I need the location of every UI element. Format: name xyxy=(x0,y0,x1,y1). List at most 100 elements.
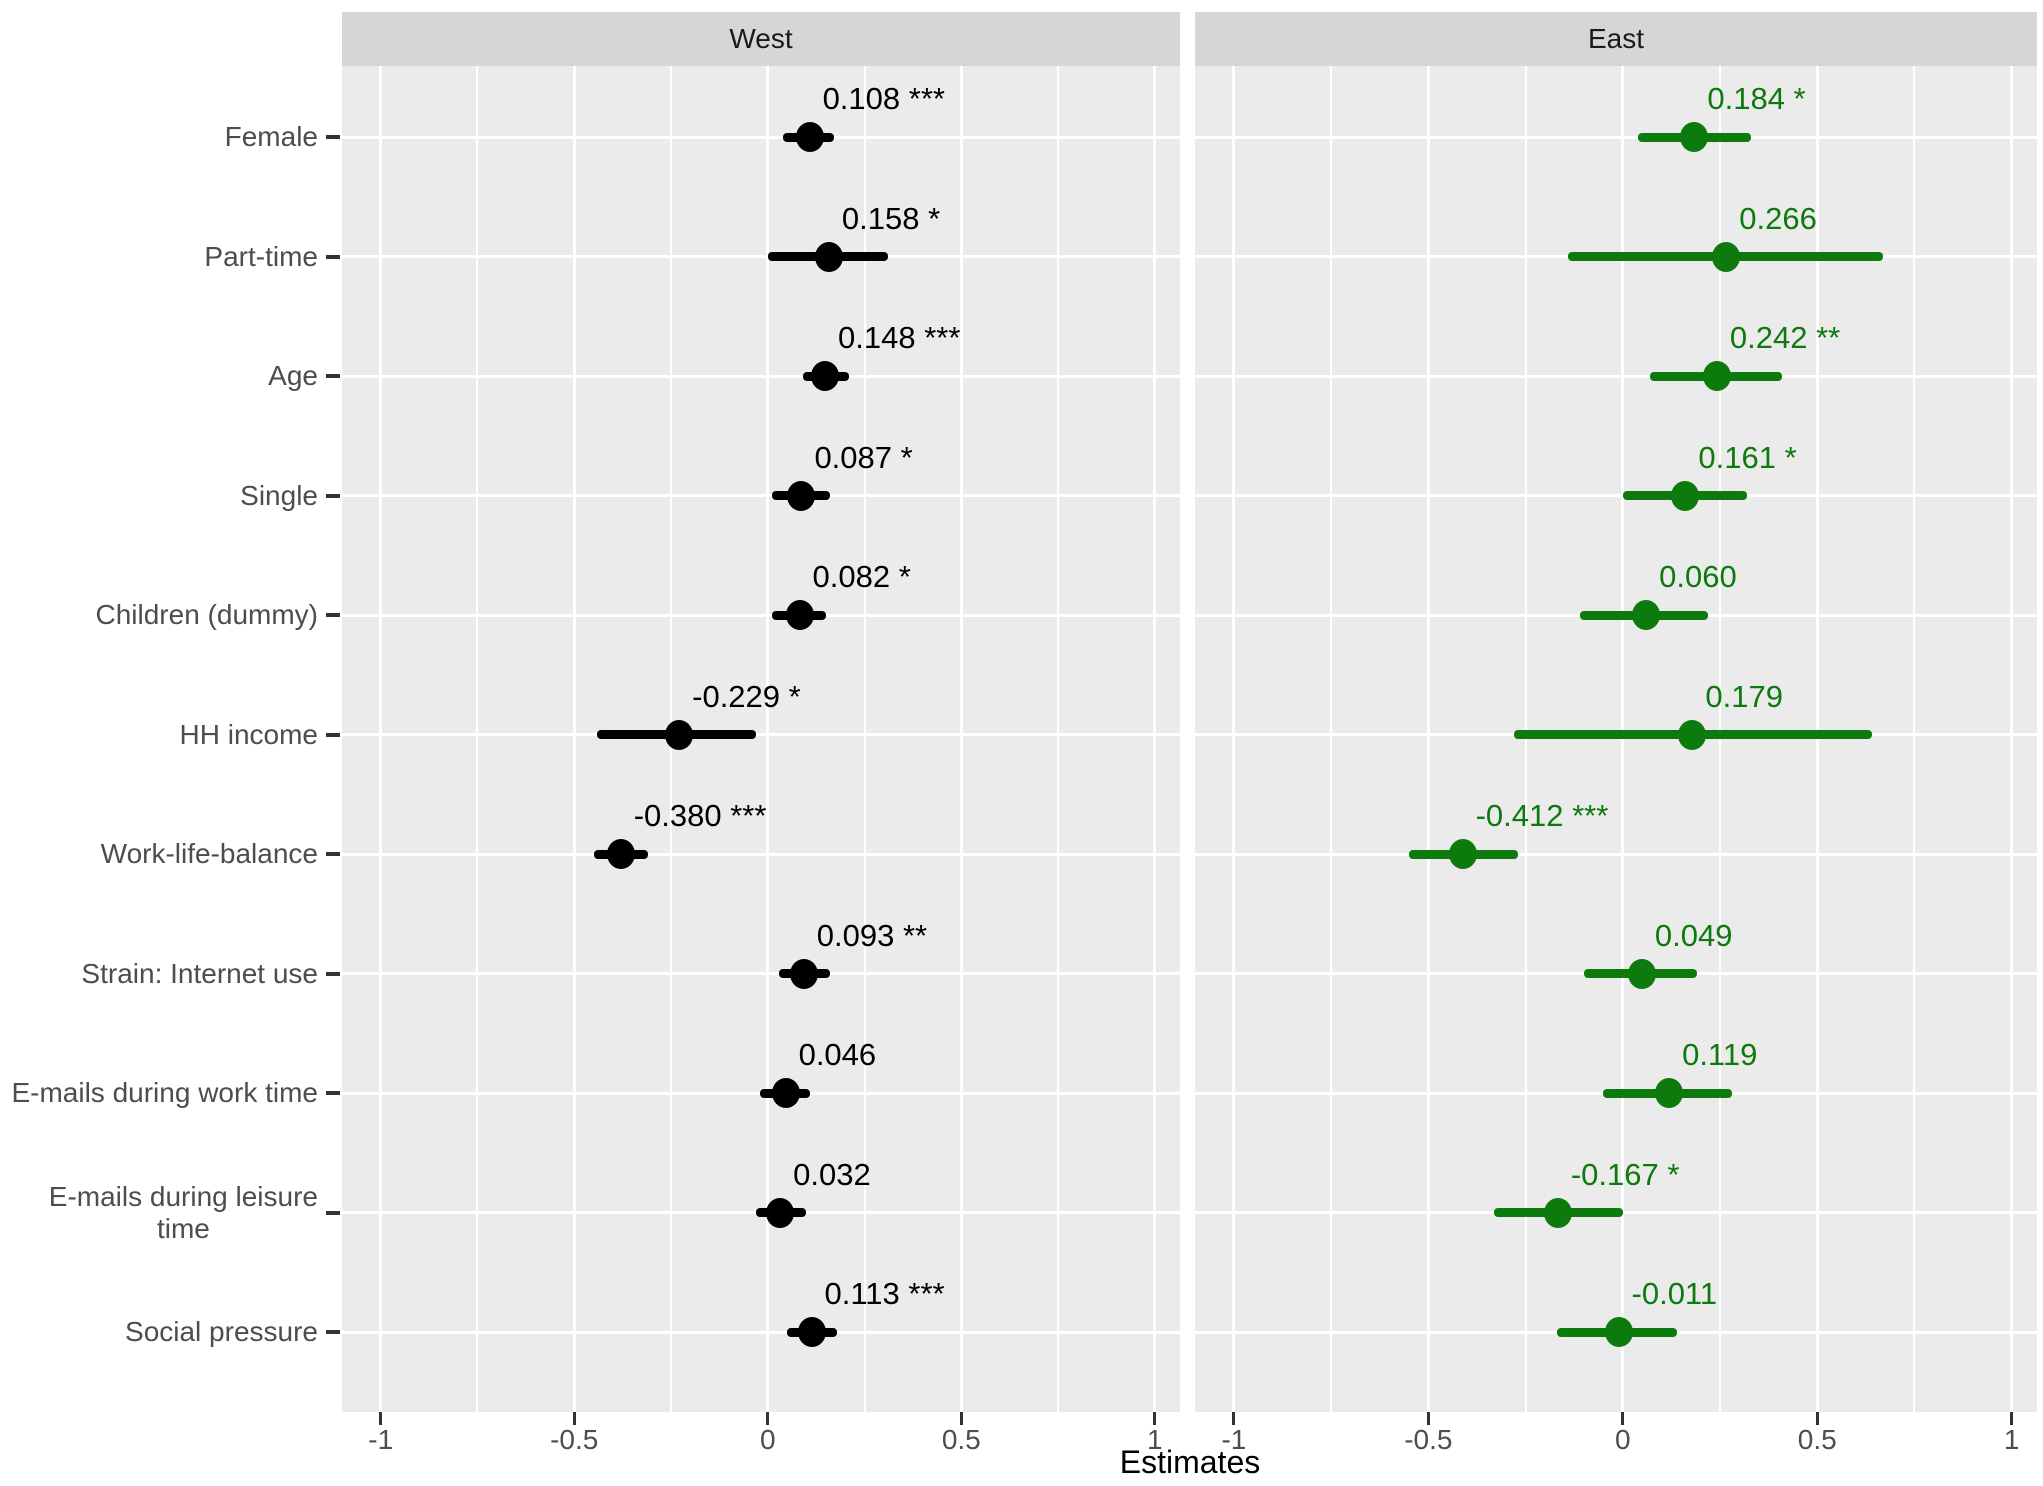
estimate-value-label: -0.380 *** xyxy=(633,798,767,833)
y-tick-mark xyxy=(326,613,340,617)
gridline-minor xyxy=(476,66,479,1412)
gridline-major xyxy=(1815,66,1819,1412)
estimate-point xyxy=(1448,839,1477,869)
estimate-point xyxy=(1604,1317,1633,1347)
gridline-major xyxy=(379,66,383,1412)
estimate-point xyxy=(1655,1078,1684,1108)
gridline-minor xyxy=(1057,66,1060,1412)
gridline-minor xyxy=(1913,66,1916,1412)
gridline-major xyxy=(572,66,576,1412)
category-label: Social pressure xyxy=(0,1316,318,1348)
x-tick-mark xyxy=(379,1412,383,1425)
category-label-text: Strain: Internet use xyxy=(81,957,318,989)
x-tick-mark xyxy=(1426,1412,1430,1425)
x-tick-mark xyxy=(959,1412,963,1425)
estimate-point xyxy=(787,480,816,511)
estimate-value-label: -0.229 * xyxy=(692,678,801,714)
y-tick-mark xyxy=(326,493,340,498)
estimate-point xyxy=(1702,361,1731,391)
estimate-value-label: 0.087 * xyxy=(814,439,913,475)
y-tick-mark xyxy=(326,1210,340,1215)
y-tick-mark xyxy=(326,374,340,378)
category-label-text: Children (dummy) xyxy=(95,599,319,630)
category-label: E-mails during work time xyxy=(0,1077,318,1109)
estimate-point xyxy=(665,719,694,750)
estimate-value-label: 0.082 * xyxy=(812,559,911,594)
category-label-text: E-mails during leisure time xyxy=(48,1180,318,1244)
gridline-category xyxy=(342,733,1180,736)
estimate-point xyxy=(606,839,635,869)
x-tick-mark xyxy=(1621,1412,1625,1425)
estimate-value-label: 0.093 ** xyxy=(816,917,928,953)
x-tick-mark xyxy=(1232,1412,1236,1425)
gridline-minor xyxy=(1524,66,1527,1412)
category-label: Female xyxy=(0,121,318,153)
gridline-major xyxy=(766,66,770,1412)
gridline-category xyxy=(1195,852,2037,856)
gridline-category xyxy=(1195,135,2037,139)
estimate-value-label: -0.011 xyxy=(1631,1276,1718,1311)
category-label-text: Age xyxy=(268,360,318,391)
category-label-text: E-mails during work time xyxy=(11,1077,318,1108)
gridline-category xyxy=(342,613,1180,617)
estimate-point xyxy=(785,600,814,630)
estimate-value-label: 0.266 xyxy=(1739,200,1817,236)
x-tick-label: 0 xyxy=(1615,1424,1631,1455)
x-tick-label: -1 xyxy=(368,1424,394,1455)
y-tick-mark xyxy=(326,135,340,139)
estimate-value-label: 0.119 xyxy=(1682,1037,1758,1072)
category-label-text: Part-time xyxy=(204,240,318,272)
estimate-value-label: 0.161 * xyxy=(1698,439,1797,475)
x-tick-label: 0.5 xyxy=(941,1424,981,1455)
facet-title-west: West xyxy=(729,23,793,54)
gridline-major xyxy=(959,66,963,1412)
category-label-text: Single xyxy=(240,479,318,511)
x-tick-label: 1 xyxy=(1147,1424,1163,1455)
y-tick-mark xyxy=(326,852,340,856)
facet-strip-east: East xyxy=(1195,12,2037,66)
facet-title-east: East xyxy=(1587,23,1645,54)
estimate-point xyxy=(1632,600,1661,630)
gridline-minor xyxy=(1330,66,1333,1412)
estimate-value-label: 0.184 * xyxy=(1707,81,1806,116)
estimate-point xyxy=(771,1078,800,1108)
estimate-point xyxy=(789,958,818,989)
estimate-point xyxy=(1678,719,1707,750)
gridline-category xyxy=(1195,494,2037,497)
category-label-text: Social pressure xyxy=(125,1316,318,1347)
estimate-value-label: 0.060 xyxy=(1659,559,1737,594)
x-tick-mark xyxy=(766,1412,770,1425)
estimate-value-label: 0.148 *** xyxy=(838,320,961,355)
estimate-point xyxy=(814,241,843,272)
x-tick-label: 0 xyxy=(759,1424,776,1455)
estimate-point xyxy=(1712,241,1741,272)
estimate-value-label: 0.046 xyxy=(798,1037,877,1072)
category-label: Strain: Internet use xyxy=(0,958,318,990)
category-label: HH income xyxy=(0,719,318,751)
x-tick-label: -0.5 xyxy=(1404,1424,1453,1455)
gridline-major xyxy=(1232,66,1236,1412)
panel-east: 0.184 * 0.266 0.242 ** 0.161 * 0.060 0.179 -0.… xyxy=(1195,66,2037,1412)
estimate-point xyxy=(766,1197,795,1228)
x-tick-mark xyxy=(2010,1412,2014,1425)
y-tick-mark xyxy=(326,1091,340,1095)
gridline-major xyxy=(2010,66,2014,1412)
gridline-category xyxy=(342,255,1180,258)
category-label: E-mails during leisure time xyxy=(0,1181,318,1245)
estimate-value-label: 0.179 xyxy=(1705,678,1783,714)
estimate-value-label: 0.113 *** xyxy=(824,1276,945,1311)
estimate-value-label: 0.049 xyxy=(1654,917,1733,953)
x-tick-label: 0.5 xyxy=(1797,1424,1837,1455)
gridline-category xyxy=(342,972,1180,975)
category-label: Age xyxy=(0,360,318,392)
x-tick-mark xyxy=(1153,1412,1157,1425)
estimate-value-label: 0.108 *** xyxy=(822,81,945,116)
category-label-text: HH income xyxy=(179,718,318,750)
category-label: Single xyxy=(0,480,318,512)
gridline-minor xyxy=(1719,66,1722,1412)
gridline-minor xyxy=(863,66,866,1412)
estimate-value-label: -0.412 *** xyxy=(1475,798,1609,833)
estimate-point xyxy=(795,122,824,152)
gridline-category xyxy=(342,494,1180,497)
